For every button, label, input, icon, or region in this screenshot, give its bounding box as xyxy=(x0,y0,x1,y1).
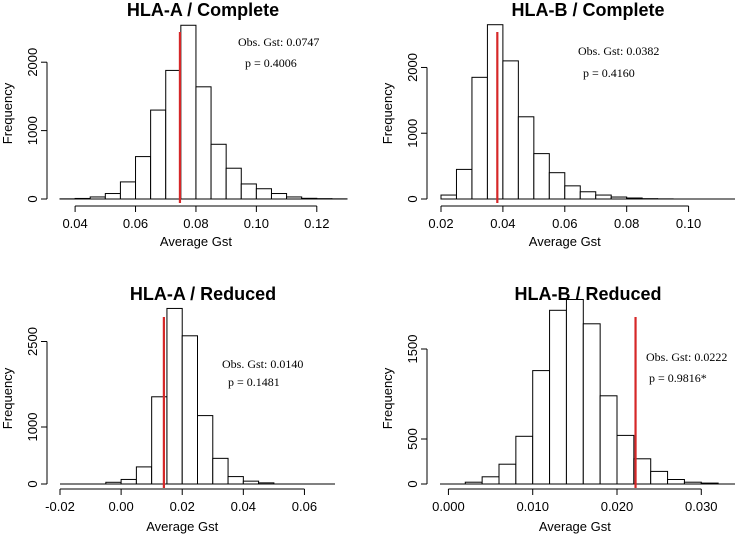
p-value-annotation: p = 0.9816* xyxy=(649,371,707,385)
y-tick-label: 0 xyxy=(405,480,420,487)
x-tick-label: 0.06 xyxy=(123,216,148,231)
panel-2: HLA-B / Complete 0.02 0.04 0.06 0.08 0.10 Aver… xyxy=(380,0,735,249)
histogram-bar xyxy=(104,193,121,200)
y-axis-label: Frequency xyxy=(0,82,15,144)
panel-title: HLA-B / Complete xyxy=(512,0,665,20)
x-tick-label: 0.020 xyxy=(601,499,634,514)
histogram-bar xyxy=(180,24,197,200)
x-tick-label: -0.02 xyxy=(45,499,75,514)
y-axis-label: Frequency xyxy=(380,367,395,429)
histogram-bar xyxy=(565,299,584,485)
histogram-bar xyxy=(582,323,601,485)
observed-gst-annotation: Obs. Gst: 0.0222 xyxy=(646,350,727,364)
x-tick-label: 0.04 xyxy=(231,499,256,514)
y-tick-label: 1000 xyxy=(25,413,40,442)
histogram-bar xyxy=(255,188,272,200)
panel-3: HLA-A / Reduced -0.02 0.00 0.02 0.04 0.06 Aver… xyxy=(0,284,335,534)
observed-gst-annotation: Obs. Gst: 0.0747 xyxy=(238,35,319,49)
histogram-bar xyxy=(181,335,199,485)
x-axis-label: Average Gst xyxy=(146,519,218,534)
y-tick-label: 0 xyxy=(405,195,420,202)
x-tick-label: 0.12 xyxy=(304,216,329,231)
y-tick-label: 0 xyxy=(25,195,40,202)
y-tick-label: 2500 xyxy=(25,327,40,356)
histogram-bar xyxy=(481,476,500,485)
histogram-bar xyxy=(240,183,257,200)
x-tick-label: 0.08 xyxy=(614,216,639,231)
histogram-bar xyxy=(212,457,229,485)
histogram-bar xyxy=(579,191,597,200)
histogram-bar xyxy=(650,470,669,485)
histogram-bar xyxy=(599,395,618,485)
x-tick-label: 0.10 xyxy=(244,216,269,231)
histogram-bar xyxy=(195,86,212,200)
histogram-bar xyxy=(135,156,152,200)
histogram-bar xyxy=(120,478,137,485)
histogram-bar xyxy=(227,476,244,485)
y-tick-label: 1000 xyxy=(25,116,40,145)
p-value-annotation: p = 0.1481 xyxy=(228,375,280,389)
histogram-bar xyxy=(440,194,457,200)
p-value-annotation: p = 0.4160 xyxy=(583,66,635,80)
x-axis-label: Average Gst xyxy=(539,519,611,534)
histogram-bar xyxy=(210,143,227,200)
panel-title: HLA-B / Reduced xyxy=(514,284,661,304)
x-tick-label: 0.10 xyxy=(676,216,701,231)
histogram-bar xyxy=(532,370,551,485)
histogram-bar xyxy=(515,435,534,485)
y-tick-label: 0 xyxy=(25,480,40,487)
histogram-bar xyxy=(225,167,242,200)
histogram-bar xyxy=(135,466,153,485)
histogram-bar xyxy=(197,415,214,485)
histogram-bar xyxy=(517,116,535,200)
histogram-bar xyxy=(455,168,473,200)
histogram-bar xyxy=(486,24,504,200)
histogram-bar xyxy=(270,193,288,200)
histogram-bar xyxy=(595,194,612,200)
y-tick-label: 1500 xyxy=(405,335,420,364)
x-tick-label: 0.02 xyxy=(170,499,195,514)
x-axis-label: Average Gst xyxy=(160,234,232,249)
observed-gst-annotation: Obs. Gst: 0.0382 xyxy=(578,44,659,58)
panel-title: HLA-A / Reduced xyxy=(130,284,276,304)
x-tick-label: 0.06 xyxy=(552,216,577,231)
histogram-bar xyxy=(502,60,519,200)
histogram-bar xyxy=(548,172,566,200)
y-tick-label: 2000 xyxy=(25,48,40,77)
y-axis-label: Frequency xyxy=(0,367,15,429)
histogram-bar xyxy=(150,109,167,200)
panel-title: HLA-A / Complete xyxy=(127,0,279,20)
histogram-bar xyxy=(667,479,685,485)
x-tick-label: 0.06 xyxy=(292,499,317,514)
x-tick-label: 0.030 xyxy=(685,499,718,514)
y-axis-label: Frequency xyxy=(380,82,395,144)
y-tick-label: 1000 xyxy=(405,119,420,148)
histogram-bar xyxy=(564,185,581,200)
x-axis-label: Average Gst xyxy=(529,234,601,249)
p-value-annotation: p = 0.4006 xyxy=(245,56,297,70)
histogram-bar xyxy=(498,463,517,485)
observed-gst-annotation: Obs. Gst: 0.0140 xyxy=(222,357,303,371)
histogram-bar xyxy=(166,307,183,485)
histogram-bar xyxy=(165,69,182,200)
x-tick-label: 0.02 xyxy=(428,216,453,231)
x-tick-label: 0.010 xyxy=(516,499,549,514)
histogram-bar xyxy=(549,309,567,485)
histogram-bar xyxy=(533,153,550,200)
x-tick-label: 0.00 xyxy=(108,499,133,514)
panel-1: HLA-A / Complete 0.04 0.06 0.08 0.10 0.12 Aver… xyxy=(0,0,348,249)
y-tick-label: 500 xyxy=(405,428,420,450)
panel-4: HLA-B / Reduced 0.000 0.010 0.020 0.030 Avera… xyxy=(380,284,735,534)
x-tick-label: 0.08 xyxy=(183,216,208,231)
y-tick-label: 2000 xyxy=(405,53,420,82)
x-tick-label: 0.000 xyxy=(432,499,465,514)
histogram-bar xyxy=(471,76,488,200)
x-tick-label: 0.04 xyxy=(62,216,87,231)
histogram-bar xyxy=(616,434,635,485)
x-tick-label: 0.04 xyxy=(490,216,515,231)
histogram-bar xyxy=(119,181,137,200)
